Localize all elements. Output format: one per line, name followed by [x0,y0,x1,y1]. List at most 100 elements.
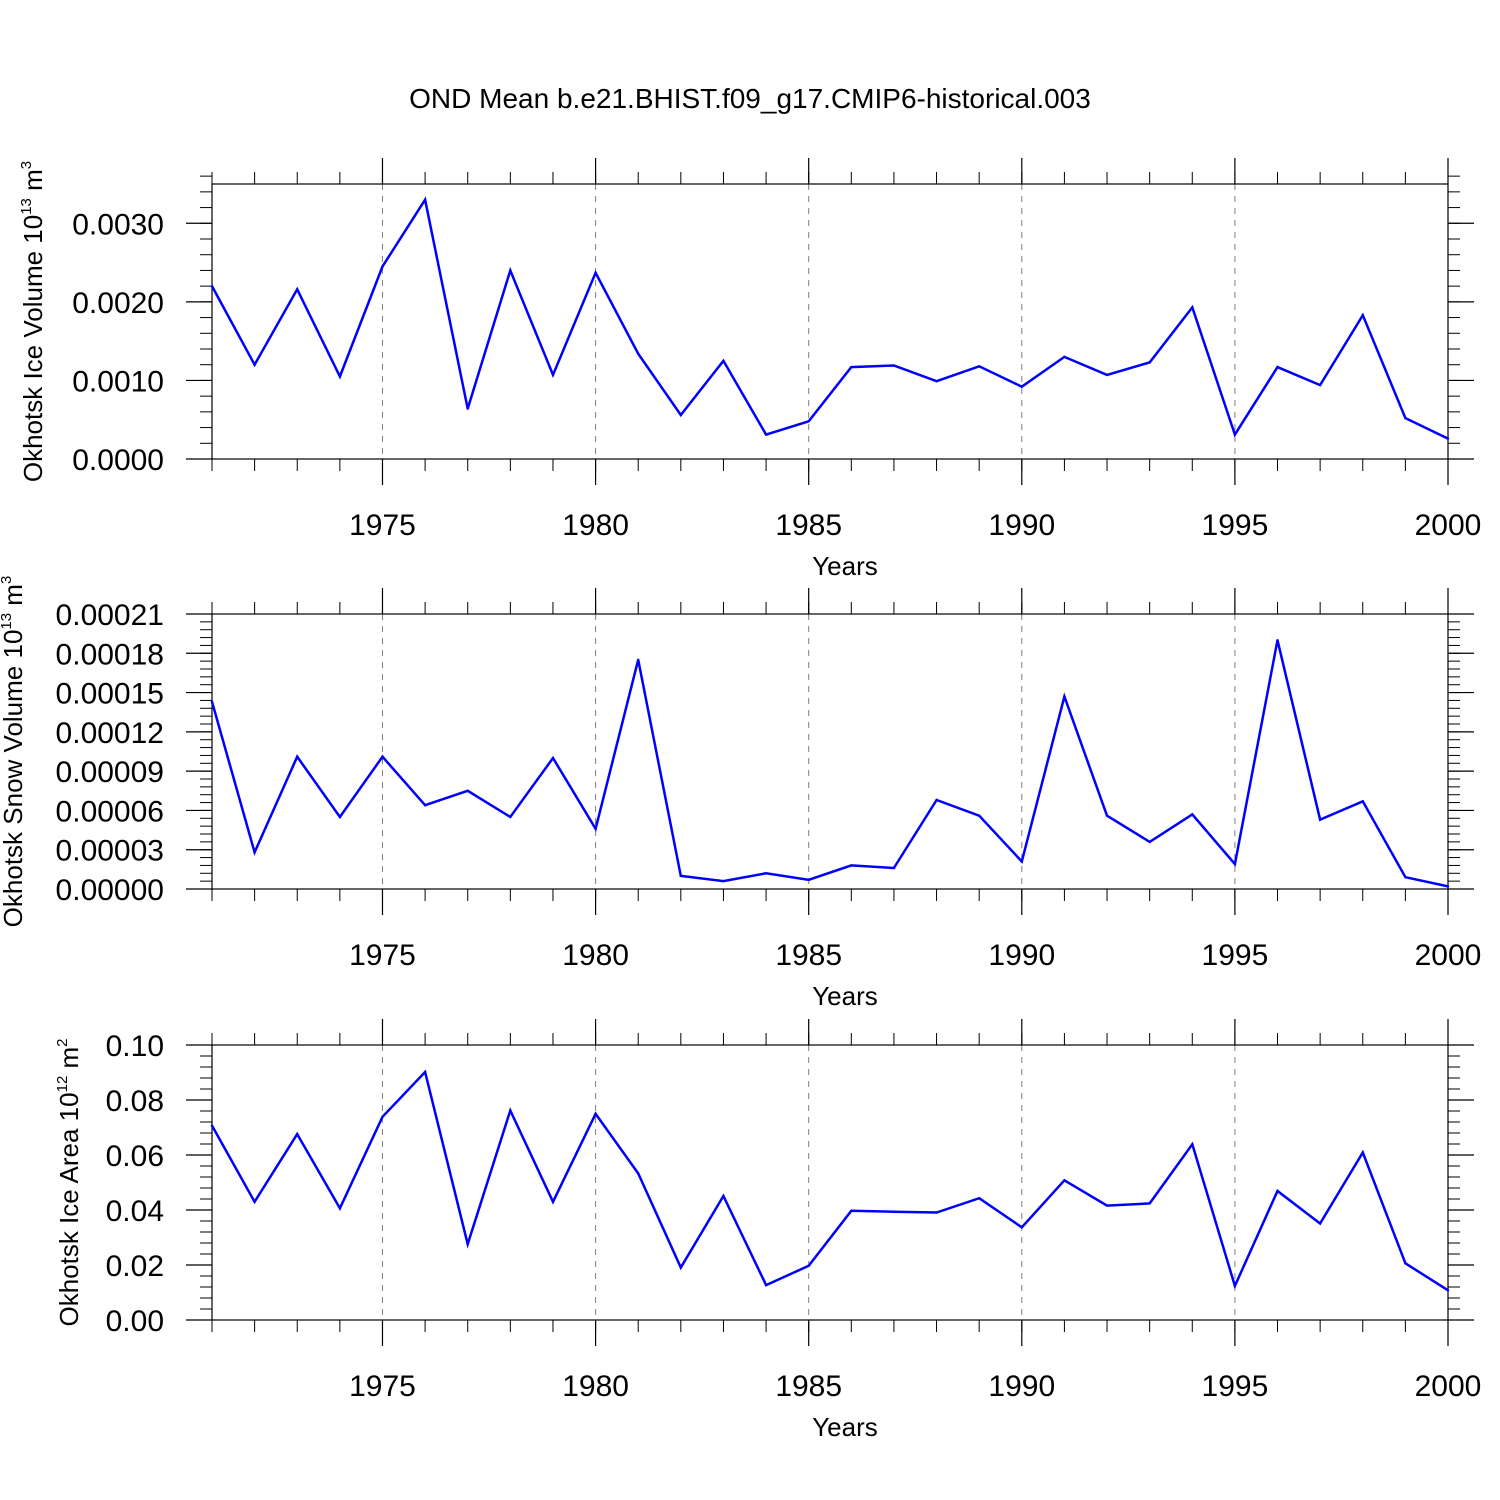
data-point [1318,1222,1322,1225]
data-point [637,1172,640,1175]
data-point [551,1200,555,1203]
data-point [1233,862,1237,866]
y-tick-label: 0.04 [106,1195,164,1228]
data-point [1276,638,1279,642]
data-point [423,803,427,807]
y-tick-label: 0.06 [106,1140,164,1173]
y-tick-label: 0.00015 [56,678,164,711]
x-tick-label: 1995 [1202,1370,1269,1403]
data-point [594,271,597,274]
y-axis-label-unit: m [0,584,28,613]
x-tick-label: 1990 [988,939,1055,972]
panel-ice-volume: 1975 1980 1985 1990 1995 2000 0.0000 0.0010 0.00… [18,158,1481,581]
y-tick-label: 0.10 [106,1030,164,1063]
data-point [1404,1262,1407,1265]
y-axis-label-unit-exponent: 3 [18,161,35,169]
y-axis-label-unit-exponent: 3 [0,576,15,584]
x-tick-label: 1975 [349,509,416,542]
data-point [637,658,640,662]
x-axis-label: Years [812,551,878,581]
x-tick-label: 1985 [775,1370,842,1403]
data-point [423,198,427,201]
plot-frame [211,1044,1449,1321]
data-point [594,827,597,830]
data-point [679,1266,683,1269]
data-point [807,420,810,423]
y-tick-label: 0.00003 [56,835,164,868]
y-axis-label-exponent: 13 [18,198,35,215]
data-point [935,380,938,383]
data-point [296,755,299,758]
x-tick-label: 2000 [1415,1370,1482,1403]
data-point [850,1209,853,1213]
data-point [1020,860,1023,863]
data-point [296,1132,299,1136]
data-point [1318,818,1322,821]
data-point [381,265,384,268]
data-point [892,866,896,870]
y-tick-label: 0.00006 [56,795,164,828]
y-axis-label-exponent: 12 [54,1076,71,1093]
y-tick-label: 0.02 [106,1250,164,1283]
data-point [1148,361,1151,364]
data-point [764,433,768,436]
data-point [1191,813,1194,816]
data-point [850,365,853,369]
x-axis-label: Years [812,981,878,1011]
y-tick-label: 0.00018 [56,638,164,671]
data-point [1020,385,1023,388]
data-point [1105,1204,1109,1207]
y-axis-label-exponent: 13 [0,613,15,630]
data-point [977,365,981,368]
series-line-ice-area [210,1069,1449,1292]
data-point [637,352,640,355]
y-axis-label-main: Okhotsk Ice Area 10 [54,1092,84,1326]
data-point [1446,437,1450,440]
data-point [935,798,938,802]
data-point [253,1200,256,1203]
x-tick-label: 1980 [562,1370,629,1403]
data-point [338,375,342,378]
y-axis-label-unit-exponent: 2 [54,1038,71,1046]
data-point [551,756,555,760]
data-point [381,1115,384,1118]
data-point [1148,1202,1151,1205]
data-point [381,755,384,758]
y-tick-label: 0.00000 [56,874,164,907]
data-point [1404,876,1407,879]
data-point [1105,373,1109,377]
data-point [466,407,469,410]
x-tick-label: 2000 [1415,509,1482,542]
y-tick-label: 0.00021 [56,599,164,632]
series-line-ice-volume [210,196,1449,440]
data-point [807,878,810,882]
data-point [892,1210,896,1213]
data-point [1063,1179,1066,1182]
data-point [935,1211,938,1214]
y-axis-label: Okhotsk Ice Volume 1013 m3 [18,161,48,482]
data-point [1105,814,1109,817]
data-point [977,814,981,817]
data-point [1276,365,1279,369]
data-point [1361,1151,1364,1154]
data-point [764,872,768,875]
data-point [1446,885,1450,888]
y-axis-label: Okhotsk Snow Volume 1013 m3 [0,576,28,928]
data-point [1361,800,1364,803]
y-tick-label: 0.08 [106,1085,164,1118]
x-tick-label: 1975 [349,1370,416,1403]
y-axis-label-main: Okhotsk Snow Volume 10 [0,630,28,928]
data-point [1191,1143,1194,1146]
data-point [509,815,512,819]
data-point [551,373,555,377]
data-point [892,364,896,367]
x-tick-label: 1995 [1202,509,1269,542]
data-point [1063,695,1066,698]
data-point [296,288,299,291]
x-tick-label: 1980 [562,939,629,972]
data-point [1404,416,1407,420]
y-axis-label: Okhotsk Ice Area 1012 m2 [54,1038,84,1326]
data-point [1446,1289,1450,1292]
y-axis-label-unit: m [54,1047,84,1076]
